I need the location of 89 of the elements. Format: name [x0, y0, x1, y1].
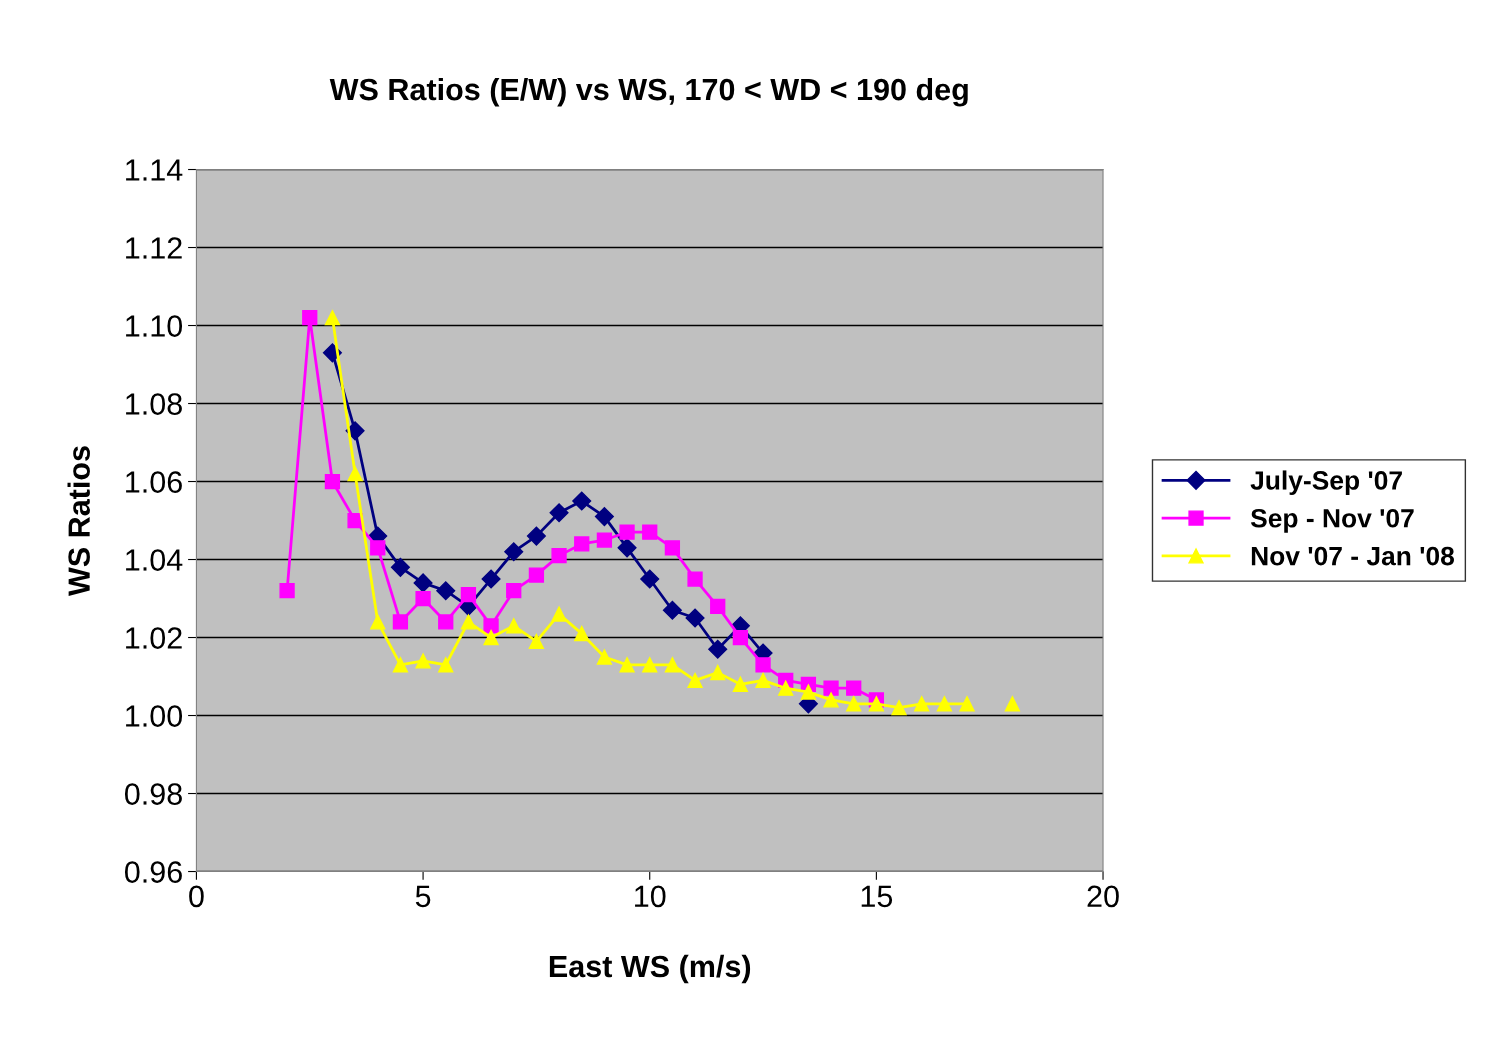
point: [778, 680, 794, 696]
point: [390, 557, 410, 577]
point: [324, 473, 341, 490]
point: [823, 680, 839, 696]
chart-title: WS Ratios (E/W) vs WS, 170 < WD < 190 deg: [329, 77, 968, 107]
point: [755, 657, 771, 673]
point: [710, 664, 726, 681]
point: [460, 586, 477, 603]
point: [574, 625, 590, 642]
point: [551, 547, 567, 564]
point: [574, 536, 590, 552]
y-tick-label: 1.02: [126, 627, 182, 649]
y-tick-label: 0.98: [124, 783, 182, 805]
y-tick-label: 1.00: [126, 705, 183, 727]
point: [504, 542, 524, 562]
point: [640, 569, 660, 589]
point: [392, 657, 409, 673]
point: [959, 696, 975, 712]
point: [619, 657, 635, 673]
point: [662, 600, 682, 620]
point: [755, 672, 771, 689]
point: [687, 672, 703, 689]
point: [302, 310, 318, 326]
point: [800, 684, 817, 700]
point: [347, 466, 363, 482]
y-tick-label: 0.96: [124, 861, 182, 883]
point: [506, 583, 522, 599]
x-axis-title: East WS (m/s): [549, 954, 751, 984]
legend-label: Sep - Nov '07: [1250, 508, 1414, 533]
y-tick-label: 1.06: [126, 471, 182, 493]
point: [596, 649, 613, 665]
point: [528, 567, 545, 583]
x-tick-label: 15: [861, 885, 893, 908]
point: [914, 696, 930, 712]
point: [460, 614, 477, 630]
legend-label: July-Sep '07: [1250, 470, 1402, 496]
point: [347, 512, 363, 529]
point: [1004, 696, 1021, 712]
point: [619, 524, 635, 540]
point: [572, 491, 592, 511]
y-tick-label: 1.14: [126, 159, 183, 181]
point: [846, 680, 862, 696]
point: [594, 507, 614, 527]
point: [596, 532, 613, 548]
point: [642, 657, 658, 673]
point: [846, 696, 862, 712]
point: [370, 540, 386, 556]
point: [549, 503, 569, 523]
x-tick-label: 10: [635, 885, 666, 908]
point: [415, 590, 431, 607]
point: [481, 569, 501, 589]
y-tick-label: 1.10: [126, 315, 183, 337]
point: [891, 700, 907, 716]
point: [438, 657, 454, 673]
y-tick-label: 1.08: [126, 393, 182, 415]
y-tick-label: 1.12: [126, 237, 182, 259]
x-tick-label: 0: [189, 885, 204, 908]
point: [710, 598, 726, 614]
point: [415, 653, 431, 669]
point: [936, 696, 953, 712]
point: [528, 633, 545, 650]
point: [732, 629, 749, 646]
point: [436, 581, 456, 601]
point: [438, 614, 454, 630]
point: [868, 696, 885, 712]
point: [370, 614, 386, 630]
x-tick-label: 5: [415, 885, 431, 908]
point: [687, 571, 703, 587]
point: [483, 618, 499, 634]
point: [413, 573, 433, 593]
point: [732, 676, 749, 692]
point: [685, 608, 705, 628]
point: [642, 524, 658, 540]
point: [392, 614, 409, 630]
point: [617, 538, 637, 558]
x-tick-label: 20: [1087, 885, 1119, 908]
point: [551, 606, 567, 622]
y-tick-label: 1.04: [126, 549, 183, 571]
y-axis-title: WS Ratios: [67, 446, 90, 597]
point: [279, 583, 295, 599]
point: [664, 540, 681, 556]
point: [506, 618, 522, 634]
point: [708, 639, 728, 659]
point: [664, 657, 681, 673]
legend-label: Nov '07 - Jan '08: [1251, 546, 1455, 566]
point: [483, 629, 499, 646]
point: [526, 526, 546, 546]
point: [823, 692, 839, 708]
point: [324, 310, 341, 326]
